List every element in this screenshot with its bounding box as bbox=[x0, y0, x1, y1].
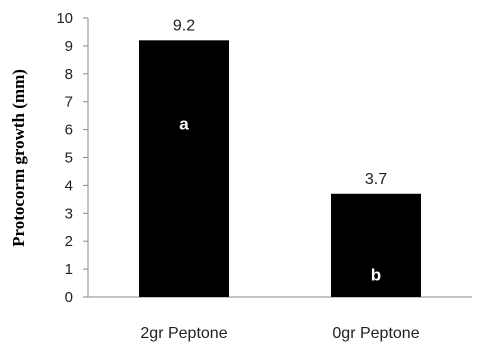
y-tick-label: 6 bbox=[65, 122, 73, 139]
bar-value-label: 3.7 bbox=[365, 171, 387, 188]
bar-value-label: 9.2 bbox=[173, 17, 195, 34]
y-tick-label: 3 bbox=[65, 205, 73, 222]
y-tick-label: 9 bbox=[65, 38, 73, 55]
bar bbox=[331, 193, 421, 297]
y-tick-label: 7 bbox=[65, 94, 73, 111]
y-tick-label: 5 bbox=[65, 150, 73, 167]
y-tick-label: 1 bbox=[65, 261, 73, 278]
bar-labels: 9.2 2gr Peptone a 3.7 0gr Peptone b bbox=[140, 17, 419, 342]
significance-letter: b bbox=[371, 265, 381, 284]
y-tick-label: 0 bbox=[65, 289, 73, 306]
y-axis-title: Protocorm growth (mm) bbox=[9, 69, 28, 247]
y-axis-ticks: 0 1 2 3 4 5 6 7 8 9 10 bbox=[56, 10, 88, 306]
y-tick-label: 4 bbox=[65, 177, 73, 194]
x-category-label: 0gr Peptone bbox=[332, 325, 419, 342]
significance-letter: a bbox=[179, 115, 189, 134]
y-tick-label: 8 bbox=[65, 66, 73, 83]
x-category-label: 2gr Peptone bbox=[140, 325, 227, 342]
y-tick-label: 2 bbox=[65, 233, 73, 250]
bars bbox=[139, 40, 421, 297]
bar bbox=[139, 40, 229, 297]
y-tick-label: 10 bbox=[56, 10, 73, 27]
